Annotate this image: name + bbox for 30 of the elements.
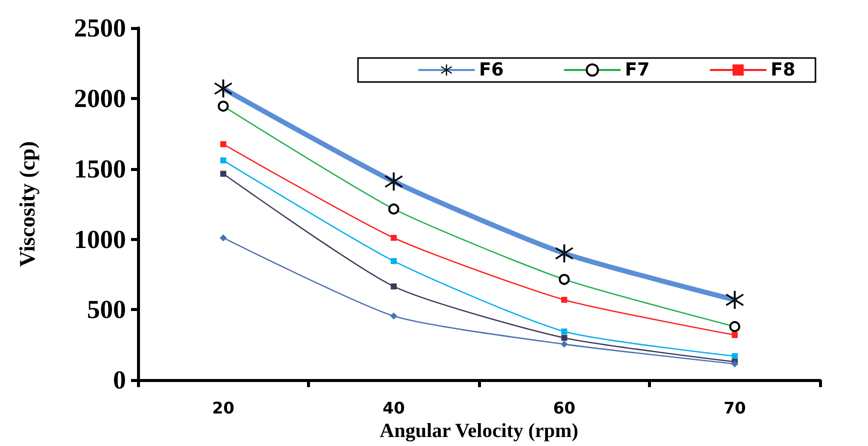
point	[561, 334, 568, 341]
point	[220, 170, 226, 177]
x-axis-title: Angular Velocity (rpm)	[380, 420, 578, 442]
y-axis-title: Viscosity (cp)	[14, 141, 40, 267]
point	[560, 340, 568, 348]
y-tick-label: 0	[113, 366, 126, 395]
point	[390, 312, 398, 320]
point	[732, 332, 738, 338]
x-tick-label: 20	[212, 398, 234, 418]
legend-label: F6	[479, 60, 504, 80]
point	[220, 141, 226, 148]
point	[390, 283, 397, 290]
point	[220, 157, 226, 164]
point	[561, 328, 568, 335]
y-tick-label: 500	[87, 295, 126, 324]
x-tick-label: 40	[382, 398, 405, 418]
x-tick-label: 70	[724, 398, 746, 418]
point	[732, 353, 738, 360]
legend-label: F8	[770, 60, 796, 80]
point	[731, 360, 738, 368]
y-tick-label: 1500	[74, 154, 126, 184]
point	[390, 258, 397, 264]
y-tick-label: 1000	[74, 224, 126, 254]
point	[220, 234, 227, 242]
point	[390, 234, 397, 241]
y-tick-label: 2000	[74, 84, 126, 113]
legend-label: F7	[624, 60, 650, 80]
x-tick-label: 60	[553, 398, 576, 418]
point	[561, 296, 568, 303]
y-tick-label: 2500	[74, 14, 126, 42]
